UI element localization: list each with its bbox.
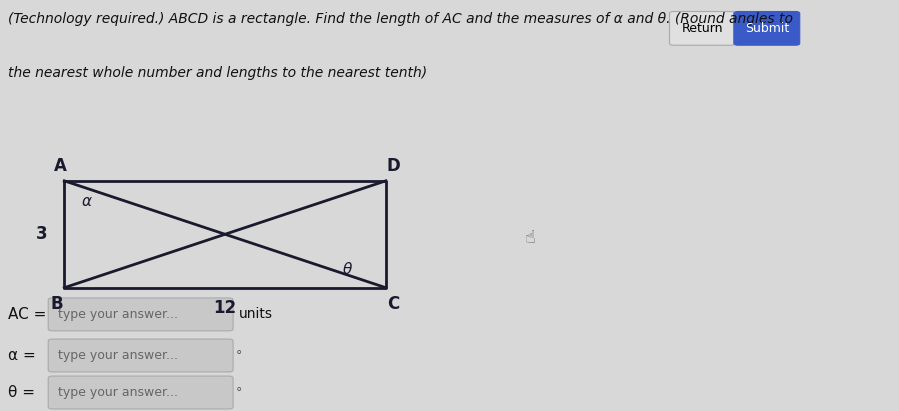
Text: type your answer...: type your answer... xyxy=(58,349,178,362)
FancyBboxPatch shape xyxy=(734,12,800,45)
Text: θ: θ xyxy=(343,262,352,277)
FancyBboxPatch shape xyxy=(49,298,233,331)
Text: the nearest whole number and lengths to the nearest tenth): the nearest whole number and lengths to … xyxy=(8,66,427,80)
FancyBboxPatch shape xyxy=(49,339,233,372)
Text: (Technology required.) ABCD is a rectangle. Find the length of AC and the measur: (Technology required.) ABCD is a rectang… xyxy=(8,12,793,26)
Text: α: α xyxy=(82,194,92,209)
Text: °: ° xyxy=(236,349,242,362)
Text: D: D xyxy=(387,157,400,175)
Text: °: ° xyxy=(236,386,242,399)
Text: Return: Return xyxy=(681,22,723,35)
Text: 3: 3 xyxy=(36,225,48,243)
Text: units: units xyxy=(239,307,272,321)
Text: θ =: θ = xyxy=(8,385,35,400)
FancyBboxPatch shape xyxy=(49,376,233,409)
Text: 12: 12 xyxy=(213,299,236,317)
Text: ☝: ☝ xyxy=(525,229,536,247)
Text: α =: α = xyxy=(8,348,36,363)
Text: A: A xyxy=(54,157,67,175)
Text: AC =: AC = xyxy=(8,307,47,322)
Text: B: B xyxy=(50,295,63,313)
Text: type your answer...: type your answer... xyxy=(58,308,178,321)
Text: C: C xyxy=(387,295,399,313)
Text: Submit: Submit xyxy=(744,22,789,35)
Text: type your answer...: type your answer... xyxy=(58,386,178,399)
FancyBboxPatch shape xyxy=(670,12,735,45)
